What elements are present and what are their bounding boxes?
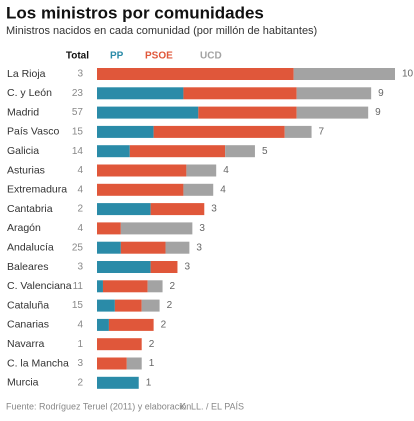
total-value: 25 bbox=[72, 242, 84, 253]
value-label: 4 bbox=[220, 184, 226, 195]
value-label: 9 bbox=[378, 88, 384, 99]
value-label: 9 bbox=[375, 107, 381, 118]
bar-segment bbox=[97, 280, 103, 293]
category-label: Canarias bbox=[7, 319, 49, 331]
value-label: 3 bbox=[211, 204, 217, 215]
value-label: 3 bbox=[196, 242, 202, 253]
chart-title: Los ministros por comunidades bbox=[6, 3, 264, 22]
bar-segment bbox=[97, 164, 187, 177]
value-label: 2 bbox=[161, 320, 167, 331]
total-value: 11 bbox=[73, 281, 84, 292]
bar-segment bbox=[97, 68, 294, 80]
value-label: 1 bbox=[149, 358, 155, 369]
category-label: C. la Mancha bbox=[7, 357, 69, 369]
category-label: Galicia bbox=[7, 145, 39, 157]
total-value: 2 bbox=[77, 204, 83, 215]
category-label: C. Valenciana bbox=[7, 280, 72, 292]
bar-segment bbox=[165, 241, 190, 254]
category-label: Andalucía bbox=[7, 241, 54, 253]
bar-segment bbox=[97, 203, 151, 216]
bar-segment bbox=[97, 145, 130, 158]
total-header: Total bbox=[66, 51, 89, 62]
category-label: Baleares bbox=[7, 261, 48, 273]
bar-segment bbox=[126, 357, 142, 370]
category-label: C. y León bbox=[7, 87, 52, 99]
category-label: Madrid bbox=[7, 106, 39, 118]
bar-segment bbox=[97, 222, 121, 235]
bar-segment bbox=[97, 357, 127, 370]
category-label: Aragón bbox=[7, 222, 41, 234]
bar-segment bbox=[97, 87, 184, 100]
total-value: 3 bbox=[77, 358, 83, 369]
total-value: 15 bbox=[72, 300, 84, 311]
total-value: 15 bbox=[72, 127, 84, 138]
value-label: 4 bbox=[223, 165, 229, 176]
category-label: Murcia bbox=[7, 377, 39, 389]
legend-label: UCD bbox=[200, 51, 222, 62]
total-value: 57 bbox=[72, 107, 84, 118]
legend-label: PP bbox=[110, 51, 124, 62]
value-label: 1 bbox=[146, 377, 152, 388]
value-label: 10 bbox=[402, 69, 414, 80]
bar-segment bbox=[120, 241, 166, 254]
value-label: 2 bbox=[149, 339, 155, 350]
bar-segment bbox=[97, 376, 139, 389]
bar-segment bbox=[147, 280, 163, 293]
bar-segment bbox=[129, 145, 226, 158]
total-value: 4 bbox=[77, 184, 83, 195]
bar-segment bbox=[97, 241, 121, 254]
source: Fuente: Rodríguez Teruel (2011) y elabor… bbox=[6, 401, 191, 411]
total-value: 1 bbox=[77, 339, 83, 350]
bar-segment bbox=[102, 280, 148, 293]
bar-segment bbox=[284, 125, 312, 138]
bar-segment bbox=[114, 299, 142, 312]
category-label: La Rioja bbox=[7, 68, 46, 80]
bar-segment bbox=[97, 338, 142, 351]
bar-segment bbox=[150, 203, 205, 216]
value-label: 2 bbox=[167, 300, 173, 311]
bar-segment bbox=[97, 183, 184, 196]
value-label: 5 bbox=[262, 146, 268, 157]
bar-segment bbox=[141, 299, 160, 312]
bar-segment bbox=[150, 261, 178, 273]
bar-segment bbox=[296, 87, 372, 100]
category-label: Cantabria bbox=[7, 203, 53, 215]
category-label: Asturias bbox=[7, 164, 45, 176]
value-label: 7 bbox=[319, 127, 325, 138]
bar-segment bbox=[108, 318, 154, 331]
bar-segment bbox=[97, 299, 115, 312]
bar-segment bbox=[198, 106, 297, 119]
total-value: 23 bbox=[72, 88, 84, 99]
bar-segment bbox=[186, 164, 217, 177]
bar-segment bbox=[296, 106, 369, 119]
bar-segment bbox=[97, 125, 154, 138]
bar-segment bbox=[120, 222, 193, 235]
total-value: 4 bbox=[77, 223, 83, 234]
total-value: 3 bbox=[77, 69, 83, 80]
total-value: 14 bbox=[72, 146, 84, 157]
total-value: 4 bbox=[77, 165, 83, 176]
bar-segment bbox=[293, 68, 395, 80]
category-label: Navarra bbox=[7, 338, 45, 350]
total-value: 3 bbox=[77, 262, 83, 273]
bar-segment bbox=[183, 87, 297, 100]
bar-segment bbox=[97, 261, 151, 273]
credit: K. LL. / EL PAÍS bbox=[180, 401, 244, 411]
bar-segment bbox=[97, 106, 199, 119]
value-label: 3 bbox=[184, 262, 190, 273]
category-label: País Vasco bbox=[7, 126, 59, 138]
total-value: 2 bbox=[77, 377, 83, 388]
category-label: Extremadura bbox=[7, 184, 67, 196]
total-value: 4 bbox=[77, 320, 83, 331]
bar-segment bbox=[153, 125, 285, 138]
bar-segment bbox=[97, 318, 109, 331]
chart-subtitle: Ministros nacidos en cada comunidad (por… bbox=[6, 25, 317, 37]
value-label: 3 bbox=[199, 223, 205, 234]
bar-segment bbox=[225, 145, 255, 158]
value-label: 2 bbox=[170, 281, 176, 292]
category-label: Cataluña bbox=[7, 299, 49, 311]
bar-segment bbox=[183, 183, 214, 196]
legend-label: PSOE bbox=[145, 51, 173, 62]
